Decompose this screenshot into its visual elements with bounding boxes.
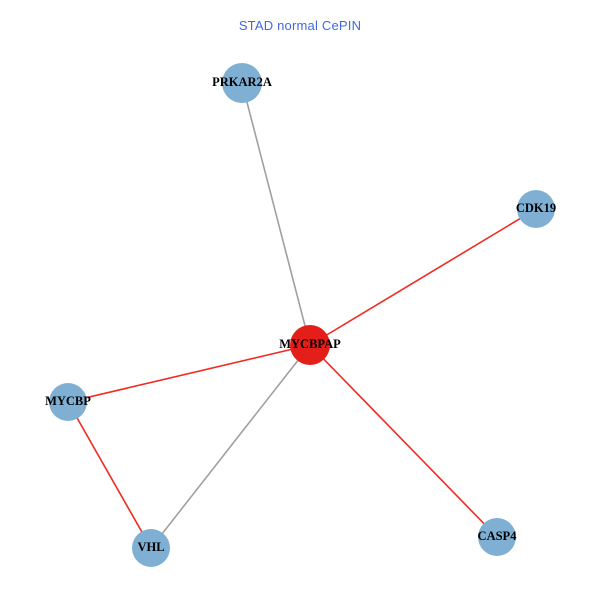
node-circle-mycbp[interactable] — [49, 383, 87, 421]
edge-mycbpap-prkar2a[interactable] — [241, 82, 311, 346]
node-label-mycbpap: MYCBPAP — [279, 337, 341, 351]
node-label-cdk19: CDK19 — [516, 201, 556, 215]
node-circle-vhl[interactable] — [132, 529, 170, 567]
node-mycbp[interactable]: MYCBP — [45, 383, 91, 421]
node-circle-mycbpap[interactable] — [290, 325, 330, 365]
edges-group — [67, 82, 537, 549]
edge-mycbpap-casp4[interactable] — [309, 344, 498, 538]
node-vhl[interactable]: VHL — [132, 529, 170, 567]
node-cdk19[interactable]: CDK19 — [516, 190, 556, 228]
edge-mycbp-vhl[interactable] — [67, 401, 152, 549]
nodes-group: PRKAR2A CDK19 MYCBPAP MYCBP VHL CASP4 — [45, 63, 556, 567]
node-circle-prkar2a[interactable] — [222, 63, 262, 103]
edge-mycbpap-mycbp[interactable] — [67, 344, 311, 403]
node-prkar2a[interactable]: PRKAR2A — [212, 63, 272, 103]
edge-mycbpap-cdk19[interactable] — [309, 208, 537, 346]
node-label-casp4: CASP4 — [478, 529, 518, 543]
node-label-mycbp: MYCBP — [45, 394, 91, 408]
node-casp4[interactable]: CASP4 — [478, 518, 518, 556]
node-circle-cdk19[interactable] — [517, 190, 555, 228]
node-circle-casp4[interactable] — [478, 518, 516, 556]
node-mycbpap[interactable]: MYCBPAP — [279, 325, 341, 365]
node-label-prkar2a: PRKAR2A — [212, 75, 272, 89]
page-title: STAD normal CePIN — [238, 18, 362, 33]
edge-mycbpap-vhl[interactable] — [150, 344, 311, 549]
node-label-vhl: VHL — [137, 540, 164, 554]
